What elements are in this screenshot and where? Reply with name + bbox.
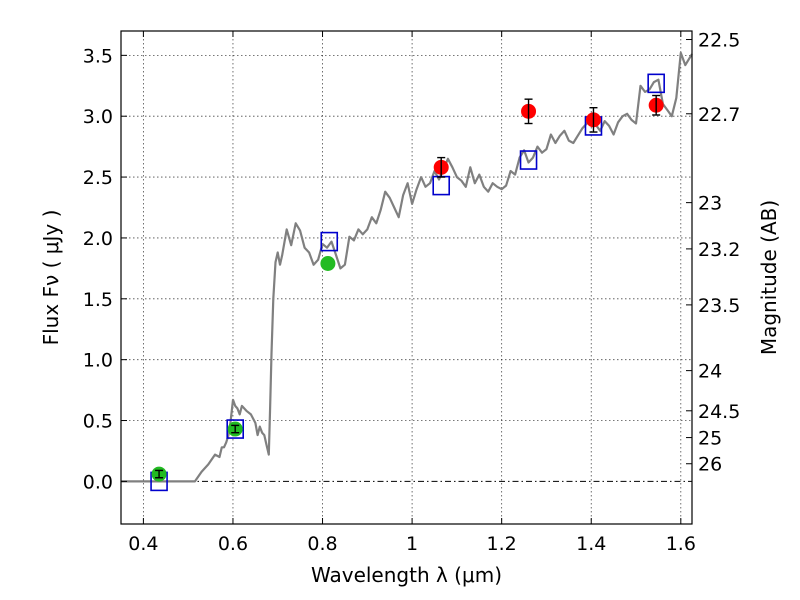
magnitude-tick-label: 23.2 [698, 239, 740, 261]
model-spectrum-line [121, 51, 693, 483]
x-tick-label: 0.6 [218, 533, 248, 555]
y-tick-label: 2.0 [83, 228, 113, 250]
y-tick-label: 1.5 [83, 289, 113, 311]
x-tick-label: 0.4 [128, 533, 158, 555]
axis-ticks: 0.4 0.6 0.8 1 1.2 1.4 1.6 0.0 0.5 1.0 1.5 2.0 2.5 3.0… [83, 30, 741, 555]
magnitude-tick-label: 25 [698, 428, 722, 450]
magnitude-tick-label: 23.5 [698, 295, 740, 317]
magnitude-tick-label: 24 [698, 361, 722, 383]
y-tick-label: 3.5 [83, 45, 113, 67]
model-spectrum [121, 51, 693, 483]
data-points [150, 73, 665, 492]
x-tick-label: 1 [406, 533, 418, 555]
grid [121, 31, 692, 524]
y-tick-label: 0.5 [83, 411, 113, 433]
model-photometry-square [647, 73, 665, 94]
y-tick-label: 0.0 [83, 471, 113, 493]
model-photometry-square [519, 150, 538, 170]
magnitude-tick-label: 24.5 [698, 401, 740, 423]
x-tick-label: 0.8 [307, 533, 337, 555]
y-tick-label: 2.5 [83, 167, 113, 189]
y-tick-label: 1.0 [83, 350, 113, 372]
model-photometry-square [432, 175, 451, 196]
observed-optical-point [320, 256, 336, 272]
y-tick-label: 3.0 [83, 106, 113, 128]
magnitude-tick-label: 22.5 [698, 30, 740, 52]
model-photometry-square [320, 231, 339, 252]
y2-axis-label: Magnitude (AB) [757, 200, 781, 355]
x-tick-label: 1.2 [487, 533, 517, 555]
magnitude-tick-label: 23 [698, 193, 722, 215]
magnitude-tick-label: 22.7 [698, 104, 740, 126]
x-axis-label: Wavelength λ (μm) [311, 563, 502, 587]
x-tick-label: 1.4 [576, 533, 606, 555]
x-tick-label: 1.6 [666, 533, 696, 555]
model-photometry-square [226, 419, 244, 439]
magnitude-tick-label: 26 [698, 454, 722, 476]
plot-frame [120, 30, 693, 525]
y-axis-label: Flux Fν ( μJy ) [39, 210, 63, 346]
